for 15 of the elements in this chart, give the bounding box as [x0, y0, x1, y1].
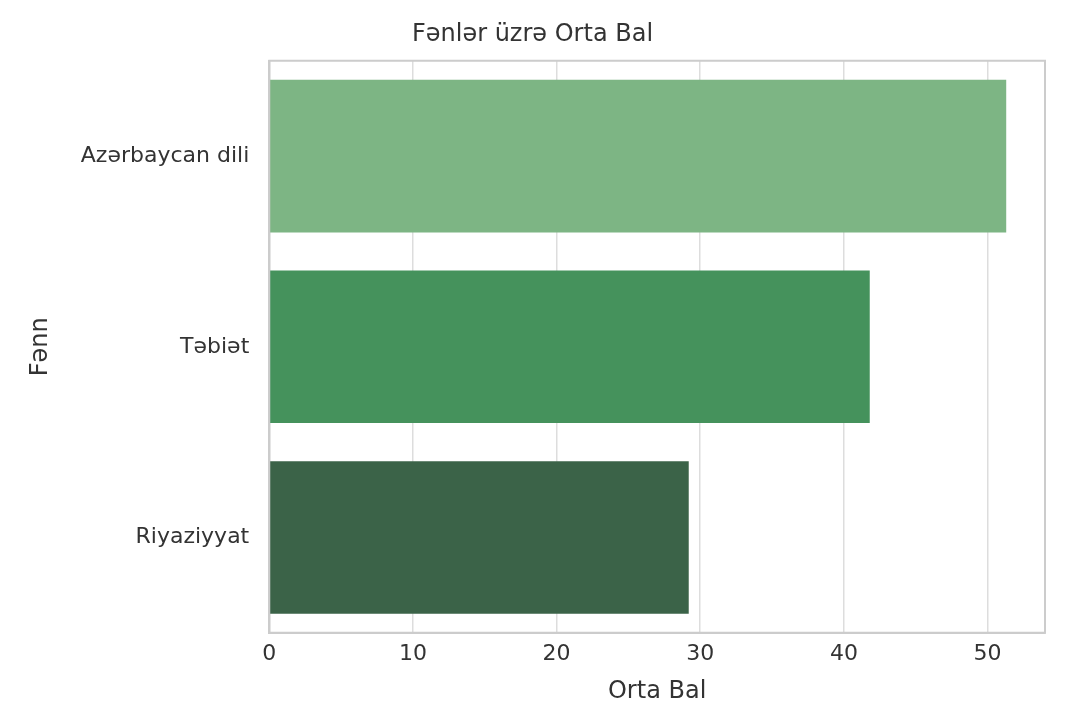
x-axis-title: Orta Bal: [607, 675, 707, 704]
y-tick-label: Azərbaycan dili: [80, 141, 250, 167]
x-tick-label: 20: [542, 639, 571, 665]
x-tick-label: 50: [973, 639, 1002, 665]
bar: [270, 79, 1007, 233]
bar: [270, 270, 870, 424]
x-tick-label: 30: [686, 639, 715, 665]
x-tick-label: 10: [398, 639, 427, 665]
y-tick-label: Riyaziyyat: [135, 523, 250, 549]
chart-title: Fənlər üzrə Orta Bal: [411, 18, 654, 47]
x-tick-label: 40: [829, 639, 858, 665]
bar: [270, 461, 689, 614]
x-tick-label: 0: [262, 639, 277, 665]
y-tick-label: Təbiət: [179, 332, 250, 358]
y-axis-title: Fənn: [24, 317, 53, 377]
